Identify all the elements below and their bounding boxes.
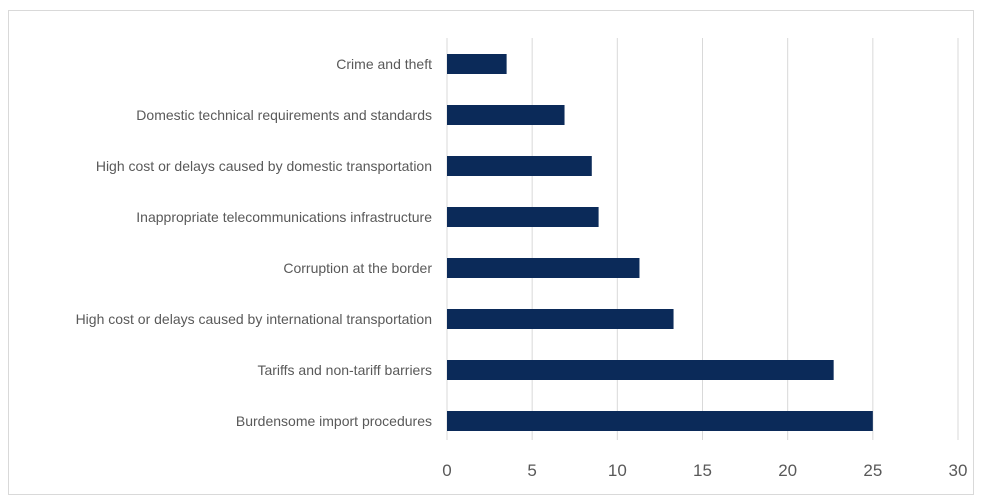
category-label: Tariffs and non-tariff barriers (257, 362, 432, 378)
x-tick-label: 20 (778, 461, 797, 480)
x-tick-label: 10 (608, 461, 627, 480)
bar (447, 360, 834, 380)
bar (447, 258, 640, 278)
x-tick-label: 25 (863, 461, 882, 480)
bar (447, 411, 873, 431)
x-axis-tick-labels: 0 5 10 15 20 25 30 (442, 461, 967, 480)
category-label: High cost or delays caused by domestic t… (96, 158, 432, 174)
bar (447, 207, 599, 227)
category-label: Burdensome import procedures (236, 413, 432, 429)
x-tick-label: 15 (693, 461, 712, 480)
category-labels: Crime and theft Domestic technical requir… (76, 56, 433, 429)
bar (447, 156, 592, 176)
bar (447, 309, 674, 329)
category-label: High cost or delays caused by internatio… (76, 311, 432, 327)
category-label: Crime and theft (336, 56, 432, 72)
x-tick-label: 30 (949, 461, 968, 480)
bar (447, 105, 565, 125)
bars (447, 54, 873, 431)
x-tick-label: 5 (527, 461, 536, 480)
category-label: Corruption at the border (283, 260, 432, 276)
category-label: Domestic technical requirements and stan… (136, 107, 432, 123)
category-label: Inappropriate telecommunications infrast… (136, 209, 432, 225)
bar (447, 54, 507, 74)
x-tick-label: 0 (442, 461, 451, 480)
